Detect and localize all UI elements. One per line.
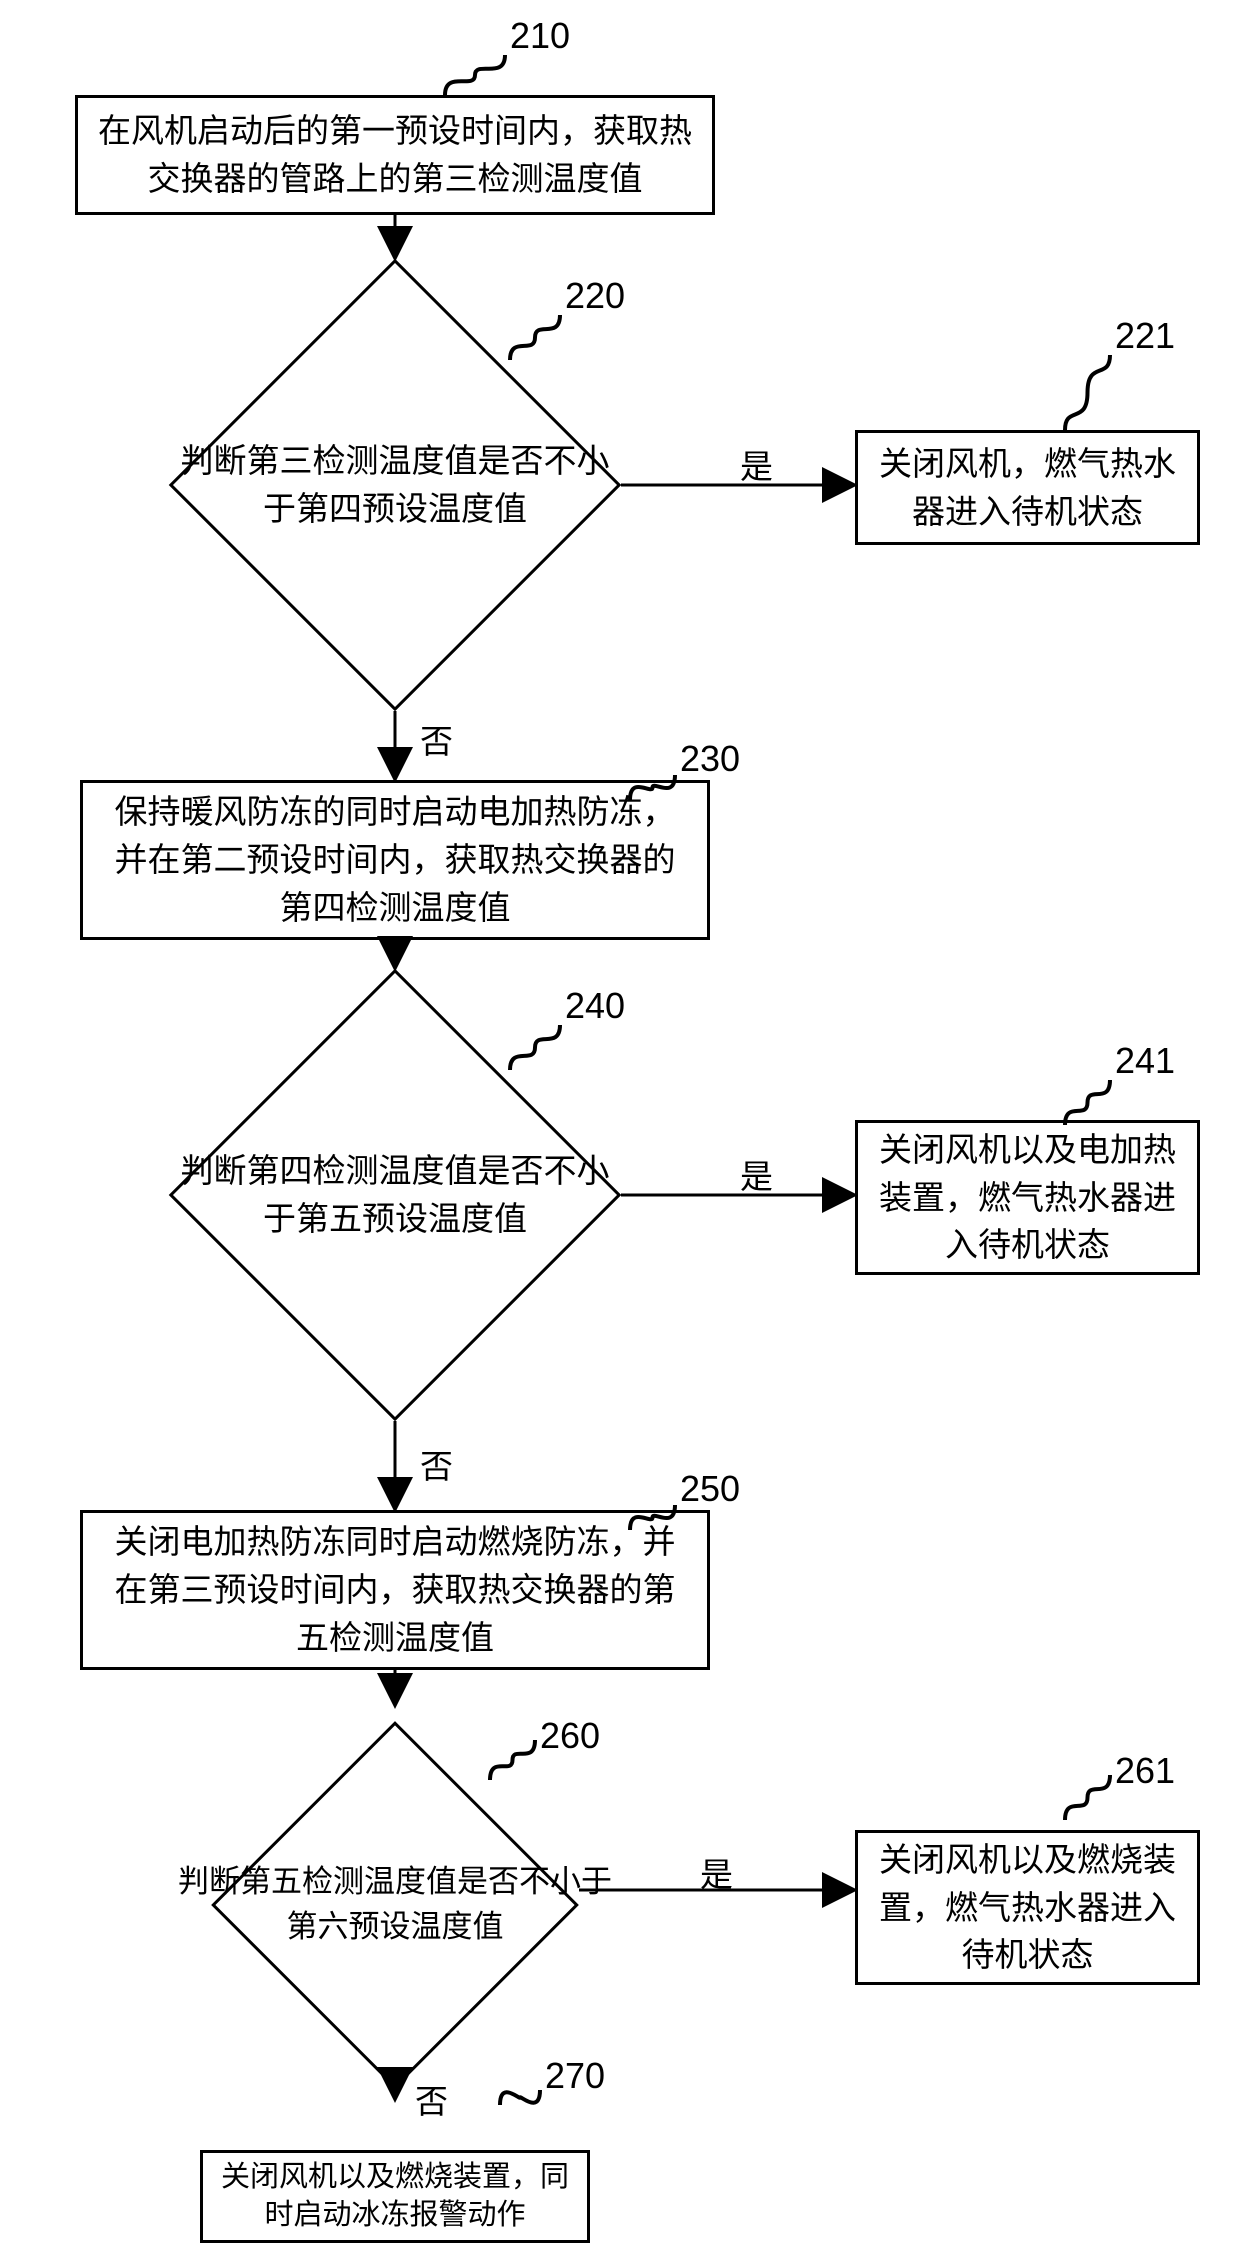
flowchart-canvas: 在风机启动后的第一预设时间内，获取热交换器的管路上的第三检测温度值 210 判断… [0,0,1240,2199]
N270: 关闭风机以及燃烧装置，同时启动冰冻报警动作 [200,2150,590,2243]
label-240: 240 [565,985,625,1027]
node-221: 关闭风机，燃气热水器进入待机状态 [855,430,1200,545]
label-230: 230 [680,738,740,780]
node-220 [169,259,622,712]
edge-240-241-yes: 是 [740,1150,773,1198]
node-241: 关闭风机以及电加热装置，燃气热水器进入待机状态 [855,1120,1200,1275]
node-210: 在风机启动后的第一预设时间内，获取热交换器的管路上的第三检测温度值 [75,95,715,215]
label-241: 241 [1115,1040,1175,1082]
label-220: 220 [565,275,625,317]
label-260: 260 [540,1715,600,1757]
edge-260-270-no: 否 [415,2075,448,2123]
node-221-text: 关闭风机，燃气热水器进入待机状态 [876,440,1179,536]
edge-220-230-no: 否 [420,715,453,763]
node-230: 保持暖风防冻的同时启动电加热防冻，并在第二预设时间内，获取热交换器的第四检测温度… [80,780,710,940]
label-270: 270 [545,2055,605,2097]
node-250-text: 关闭电加热防冻同时启动燃烧防冻，并在第三预设时间内，获取热交换器的第五检测温度值 [101,1518,689,1662]
edge-260-261-yes: 是 [700,1848,733,1896]
node-210-text: 在风机启动后的第一预设时间内，获取热交换器的管路上的第三检测温度值 [96,107,694,203]
edge-240-250-no: 否 [420,1440,453,1488]
label-261: 261 [1115,1750,1175,1792]
node-240 [169,969,622,1422]
edge-220-221-yes: 是 [740,440,773,488]
node-261: 关闭风机以及燃烧装置，燃气热水器进入待机状态 [855,1830,1200,1985]
node-260 [211,1721,579,2089]
label-250: 250 [680,1468,740,1510]
label-210: 210 [510,15,570,57]
node-261-text: 关闭风机以及燃烧装置，燃气热水器进入待机状态 [876,1836,1179,1980]
node-230-text: 保持暖风防冻的同时启动电加热防冻，并在第二预设时间内，获取热交换器的第四检测温度… [101,788,689,932]
node-250: 关闭电加热防冻同时启动燃烧防冻，并在第三预设时间内，获取热交换器的第五检测温度值 [80,1510,710,1670]
node-241-text: 关闭风机以及电加热装置，燃气热水器进入待机状态 [876,1126,1179,1270]
label-221: 221 [1115,315,1175,357]
N270-text: 关闭风机以及燃烧装置，同时启动冰冻报警动作 [221,2161,569,2231]
